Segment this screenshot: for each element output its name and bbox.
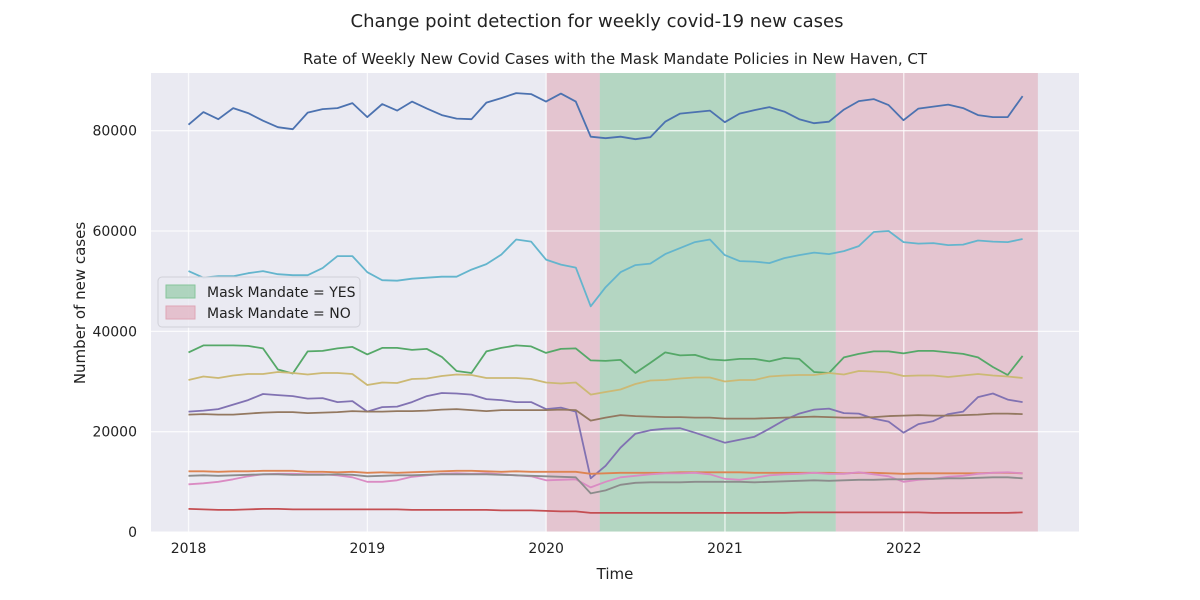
mandate-region-2 <box>835 73 1038 532</box>
legend-swatch-1 <box>165 305 196 320</box>
series-line-8 <box>188 473 1023 495</box>
series-line-9 <box>188 507 1023 514</box>
x-tick-label-3: 2021 <box>707 541 743 557</box>
y-tick-label-1: 20000 <box>92 425 137 441</box>
legend: Mask Mandate = YES Mask Mandate = NO <box>157 276 361 328</box>
series-line-0 <box>187 92 1024 141</box>
legend-label-0: Mask Mandate = YES <box>207 285 356 301</box>
series-lines <box>187 92 1024 514</box>
y-tick-label-4: 80000 <box>92 124 137 140</box>
chart-suptitle: Change point detection for weekly covid-… <box>351 11 844 32</box>
grid <box>151 73 1079 533</box>
x-tick-label-0: 2018 <box>171 541 207 557</box>
mandate-regions <box>546 73 1038 532</box>
series-line-2 <box>188 344 1024 376</box>
legend-label-1: Mask Mandate = NO <box>207 306 351 322</box>
y-tick-label-0: 0 <box>128 525 137 541</box>
series-line-4 <box>188 392 1023 480</box>
mandate-region-1 <box>599 73 836 532</box>
chart-title: Rate of Weekly New Covid Cases with the … <box>303 50 928 68</box>
legend-box <box>157 276 361 328</box>
series-line-5 <box>188 408 1023 422</box>
legend-swatch-0 <box>165 284 196 299</box>
series-line-3 <box>188 370 1023 396</box>
series-line-1 <box>188 230 1023 308</box>
x-axis-label: Time <box>596 565 634 583</box>
y-tick-label-3: 60000 <box>92 224 137 240</box>
y-tick-label-2: 40000 <box>92 324 137 340</box>
y-axis-ticks: 0 20000 40000 60000 80000 <box>92 124 137 541</box>
x-axis-ticks: 2018 2019 2020 2021 2022 <box>171 541 922 557</box>
x-tick-label-1: 2019 <box>350 541 386 557</box>
y-axis-label: Number of new cases <box>71 222 89 385</box>
mandate-region-0 <box>546 73 600 532</box>
x-tick-label-2: 2020 <box>528 541 564 557</box>
series-line-6 <box>188 469 1023 475</box>
x-tick-label-4: 2022 <box>886 541 922 557</box>
